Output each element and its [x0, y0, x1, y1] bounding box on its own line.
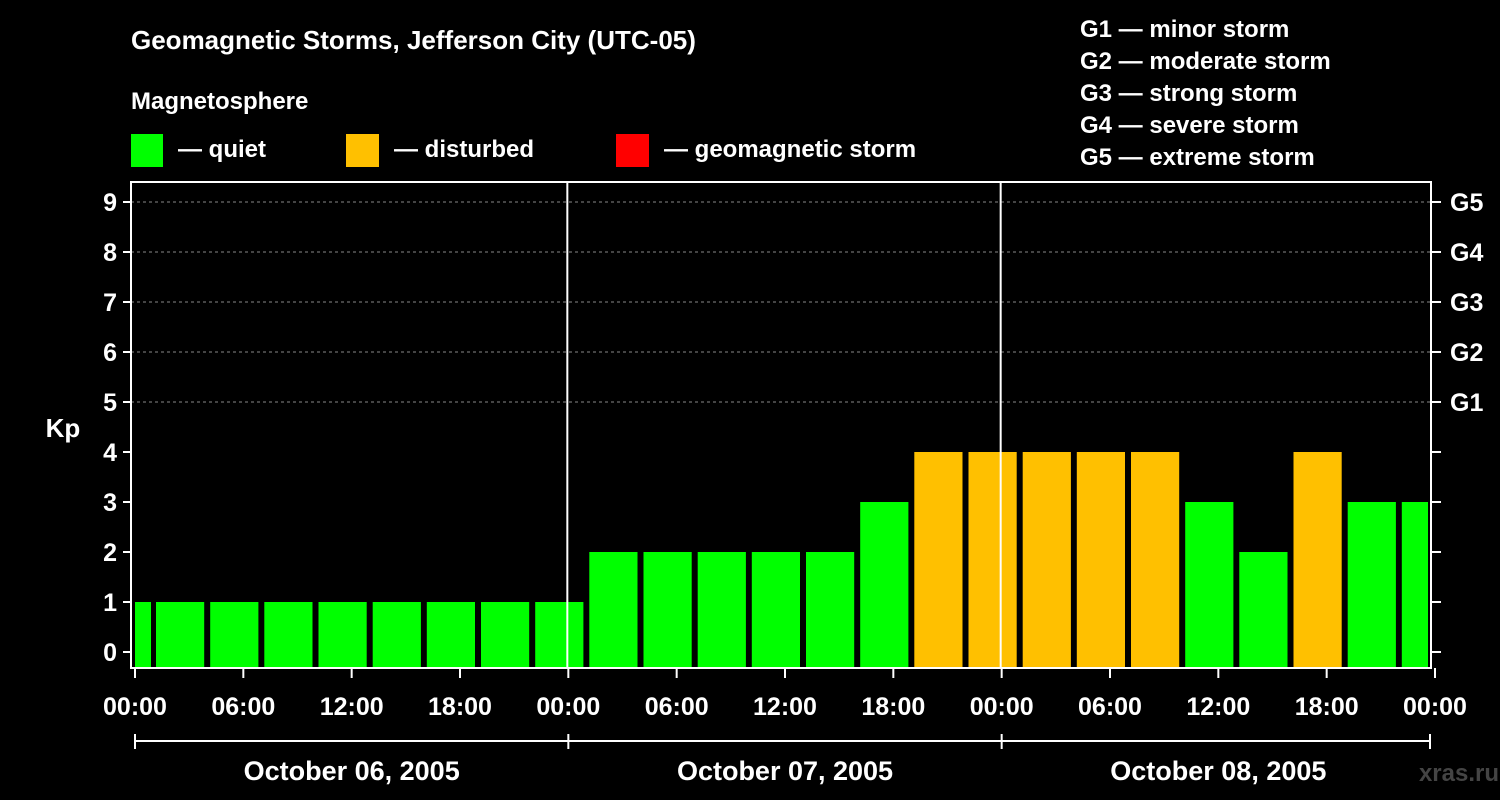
kp-bar: [1022, 452, 1071, 668]
legend-label-storm: — geomagnetic storm: [664, 136, 916, 163]
right-axis: G1 G2 G3 G4 G5: [1431, 189, 1483, 653]
x-tick-label: 18:00: [1295, 693, 1359, 721]
storm-scale-g3: G3 — strong storm: [1080, 80, 1297, 107]
y-tick-label: 6: [103, 339, 117, 367]
x-tick-label: 18:00: [861, 693, 925, 721]
legend-heading: Magnetosphere: [131, 88, 308, 115]
right-tick-label: G4: [1450, 239, 1483, 267]
plot-frame: [130, 181, 1432, 669]
day-dividers: [566, 182, 1002, 668]
kp-bar: [264, 602, 313, 668]
x-tick-label: 00:00: [103, 693, 167, 721]
kp-bar: [318, 602, 367, 668]
kp-bar: [1131, 452, 1180, 668]
kp-bar: [1293, 452, 1342, 668]
y-tick-label: 2: [103, 539, 117, 567]
legend-swatch-quiet: [131, 134, 163, 167]
x-tick-label: 12:00: [320, 693, 384, 721]
legend-swatch-disturbed: [346, 134, 379, 167]
kp-bar: [1401, 502, 1428, 668]
kp-bar: [210, 602, 259, 668]
y-tick-label: 4: [103, 439, 117, 467]
kp-bar: [1347, 502, 1396, 668]
date-label: October 08, 2005: [1110, 756, 1326, 786]
kp-bar: [1239, 552, 1288, 668]
kp-bar: [697, 552, 746, 668]
x-axis: 00:00 06:00 12:00 18:00 00:00 06:00 12:00 18:00…: [103, 668, 1467, 721]
bars: [135, 452, 1428, 668]
date-label: October 07, 2005: [677, 756, 893, 786]
storm-scale-g1: G1 — minor storm: [1080, 16, 1289, 43]
x-tick-label: 18:00: [428, 693, 492, 721]
y-tick-label: 0: [103, 639, 117, 667]
x-tick-label: 06:00: [211, 693, 275, 721]
right-tick-label: G2: [1450, 339, 1483, 367]
legend-label-disturbed: — disturbed: [394, 136, 534, 163]
x-tick-label: 06:00: [1078, 693, 1142, 721]
y-axis-label: Kp: [46, 413, 81, 443]
right-tick-label: G1: [1450, 389, 1483, 417]
y-tick-label: 1: [103, 589, 117, 617]
watermark: xras.ru: [1419, 760, 1499, 787]
storm-scale-g2: G2 — moderate storm: [1080, 48, 1331, 75]
storm-scale-g5: G5 — extreme storm: [1080, 144, 1315, 171]
kp-bar: [426, 602, 475, 668]
y-tick-label: 7: [103, 289, 117, 317]
kp-bar: [156, 602, 205, 668]
x-tick-label: 00:00: [536, 693, 600, 721]
y-tick-label: 3: [103, 489, 117, 517]
kp-bar: [1076, 452, 1125, 668]
kp-bar: [643, 552, 692, 668]
x-tick-label: 12:00: [753, 693, 817, 721]
y-tick-label: 5: [103, 389, 117, 417]
date-axis: October 06, 2005 October 07, 2005 October …: [134, 734, 1431, 786]
y-tick-label: 9: [103, 189, 117, 217]
kp-bar: [481, 602, 530, 668]
kp-bar: [968, 452, 1017, 668]
kp-bar: [806, 552, 855, 668]
x-tick-label: 12:00: [1186, 693, 1250, 721]
legend-swatch-storm: [616, 134, 649, 167]
legend-label-quiet: — quiet: [178, 136, 266, 163]
kp-bar: [372, 602, 421, 668]
chart-title: Geomagnetic Storms, Jefferson City (UTC-…: [131, 25, 696, 55]
kp-bar: [860, 502, 909, 668]
right-tick-label: G5: [1450, 189, 1483, 217]
kp-bar: [1185, 502, 1234, 668]
x-tick-label: 00:00: [1403, 693, 1467, 721]
y-tick-label: 8: [103, 239, 117, 267]
kp-bar: [135, 602, 151, 668]
y-axis: 0 1 2 3 4 5 6 7 8 9: [103, 189, 131, 667]
date-label: October 06, 2005: [244, 756, 460, 786]
kp-bar: [589, 552, 638, 668]
x-tick-label: 00:00: [970, 693, 1034, 721]
kp-bar: [751, 552, 800, 668]
storm-scale-g4: G4 — severe storm: [1080, 112, 1299, 139]
kp-bar: [535, 602, 584, 668]
gridlines: [131, 201, 1431, 403]
right-tick-label: G3: [1450, 289, 1483, 317]
kp-bar: [914, 452, 963, 668]
x-tick-label: 06:00: [645, 693, 709, 721]
